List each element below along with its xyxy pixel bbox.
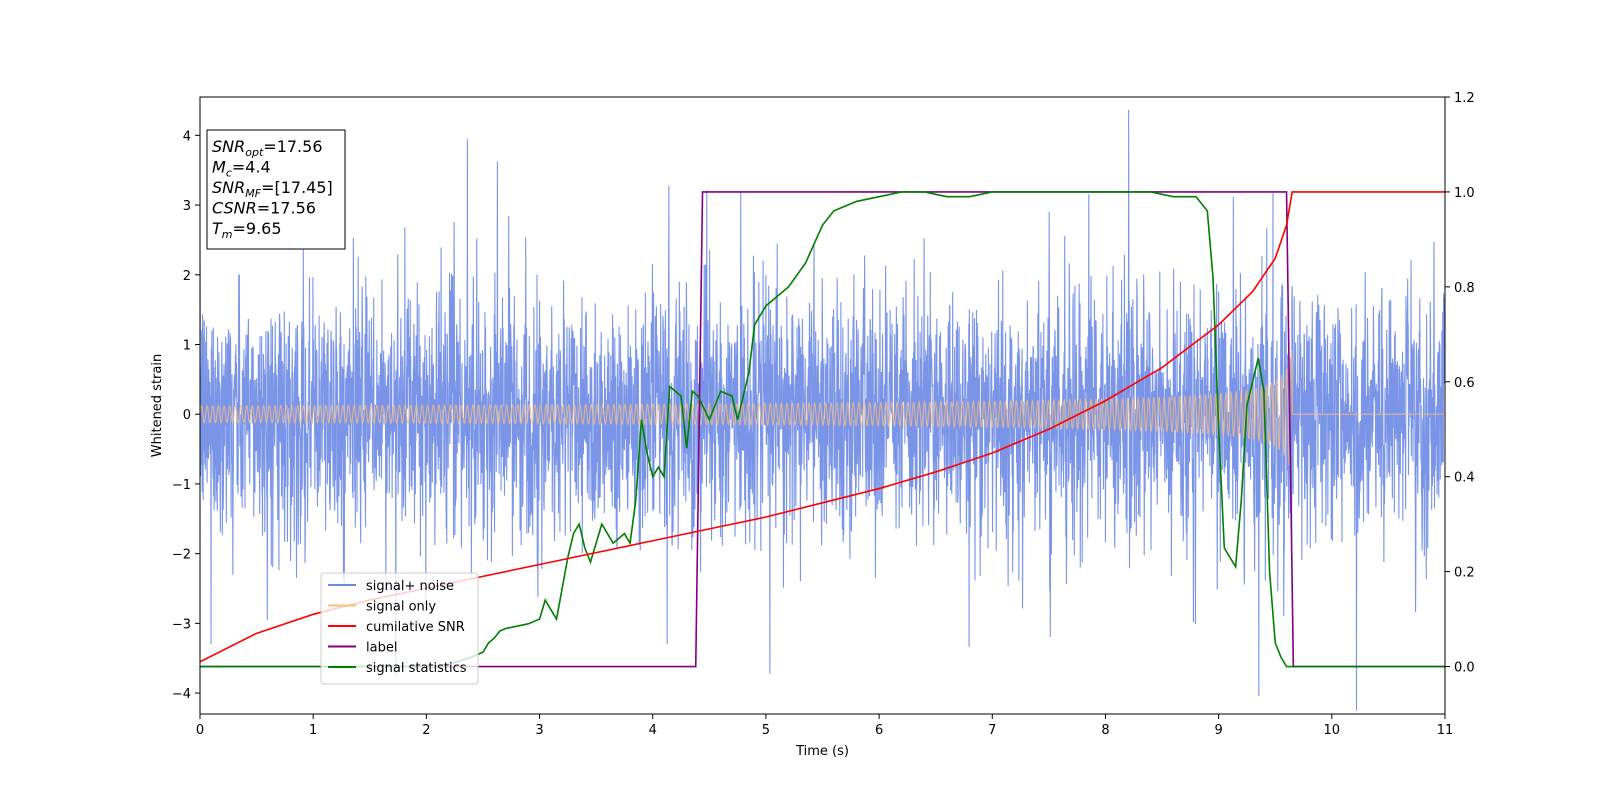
info-box-line: SNRopt=17.56 bbox=[212, 137, 323, 159]
x-tick-label: 7 bbox=[988, 723, 996, 738]
x-tick-label: 5 bbox=[762, 723, 770, 738]
plot-frame bbox=[199, 96, 1446, 715]
y-right-tick-label: 1.2 bbox=[1454, 91, 1475, 106]
y-left-tick-label: −1 bbox=[172, 478, 191, 493]
y-axis-label: Whitened strain bbox=[150, 354, 165, 457]
series-signal-statistics bbox=[200, 191, 1445, 668]
y-left-tick-label: 1 bbox=[183, 338, 191, 353]
info-box-line: SNRMF=[17.45] bbox=[212, 178, 333, 200]
info-box: SNRopt=17.56Mc=4.4SNRMF=[17.45]CSNR=17.5… bbox=[206, 129, 346, 250]
y-right-tick-label: 0.6 bbox=[1454, 376, 1475, 391]
series-signal-noise bbox=[200, 109, 1445, 711]
legend-label: cumilative SNR bbox=[366, 620, 465, 635]
x-tick-label: 0 bbox=[196, 723, 204, 738]
x-tick-label: 9 bbox=[1214, 723, 1222, 738]
info-box-frame bbox=[206, 129, 346, 250]
legend-label: signal only bbox=[366, 600, 436, 615]
y-left-tick-label: 0 bbox=[183, 408, 191, 423]
y-right-tick-label: 0.2 bbox=[1454, 566, 1475, 581]
y-left-tick-label: 2 bbox=[183, 269, 191, 284]
y-right-tick-label: 0.4 bbox=[1454, 471, 1475, 486]
x-tick-label: 1 bbox=[309, 723, 317, 738]
y-right-tick-label: 1.0 bbox=[1454, 186, 1475, 201]
legend-label: signal+ noise bbox=[366, 579, 454, 594]
series-signal-only bbox=[200, 349, 1445, 466]
info-box-line: Mc=4.4 bbox=[212, 158, 271, 180]
legend: signal+ noise signal only cumilative SNR la… bbox=[320, 572, 479, 685]
y-left-tick-label: −4 bbox=[172, 687, 191, 702]
x-tick-label: 10 bbox=[1324, 723, 1341, 738]
x-tick-label: 6 bbox=[875, 723, 883, 738]
legend-label: signal statistics bbox=[366, 661, 467, 676]
y-left-tick-label: 4 bbox=[183, 129, 191, 144]
legend-frame bbox=[320, 572, 479, 685]
y-left-tick-label: 3 bbox=[183, 199, 191, 214]
x-tick-label: 4 bbox=[649, 723, 657, 738]
x-tick-label: 2 bbox=[422, 723, 430, 738]
legend-label: label bbox=[366, 641, 397, 656]
info-box-line: CSNR=17.56 bbox=[212, 199, 316, 218]
x-tick-label: 11 bbox=[1437, 723, 1454, 738]
info-box-line: Tm=9.65 bbox=[212, 219, 282, 241]
y-right-tick-label: 0.8 bbox=[1454, 281, 1475, 296]
x-tick-label: 8 bbox=[1101, 723, 1109, 738]
y-right-tick-label: 0.0 bbox=[1454, 661, 1475, 676]
y-left-tick-label: −3 bbox=[172, 617, 191, 632]
y-left-tick-label: −2 bbox=[172, 548, 191, 563]
x-axis-label: Time (s) bbox=[795, 744, 849, 759]
x-tick-label: 3 bbox=[535, 723, 543, 738]
